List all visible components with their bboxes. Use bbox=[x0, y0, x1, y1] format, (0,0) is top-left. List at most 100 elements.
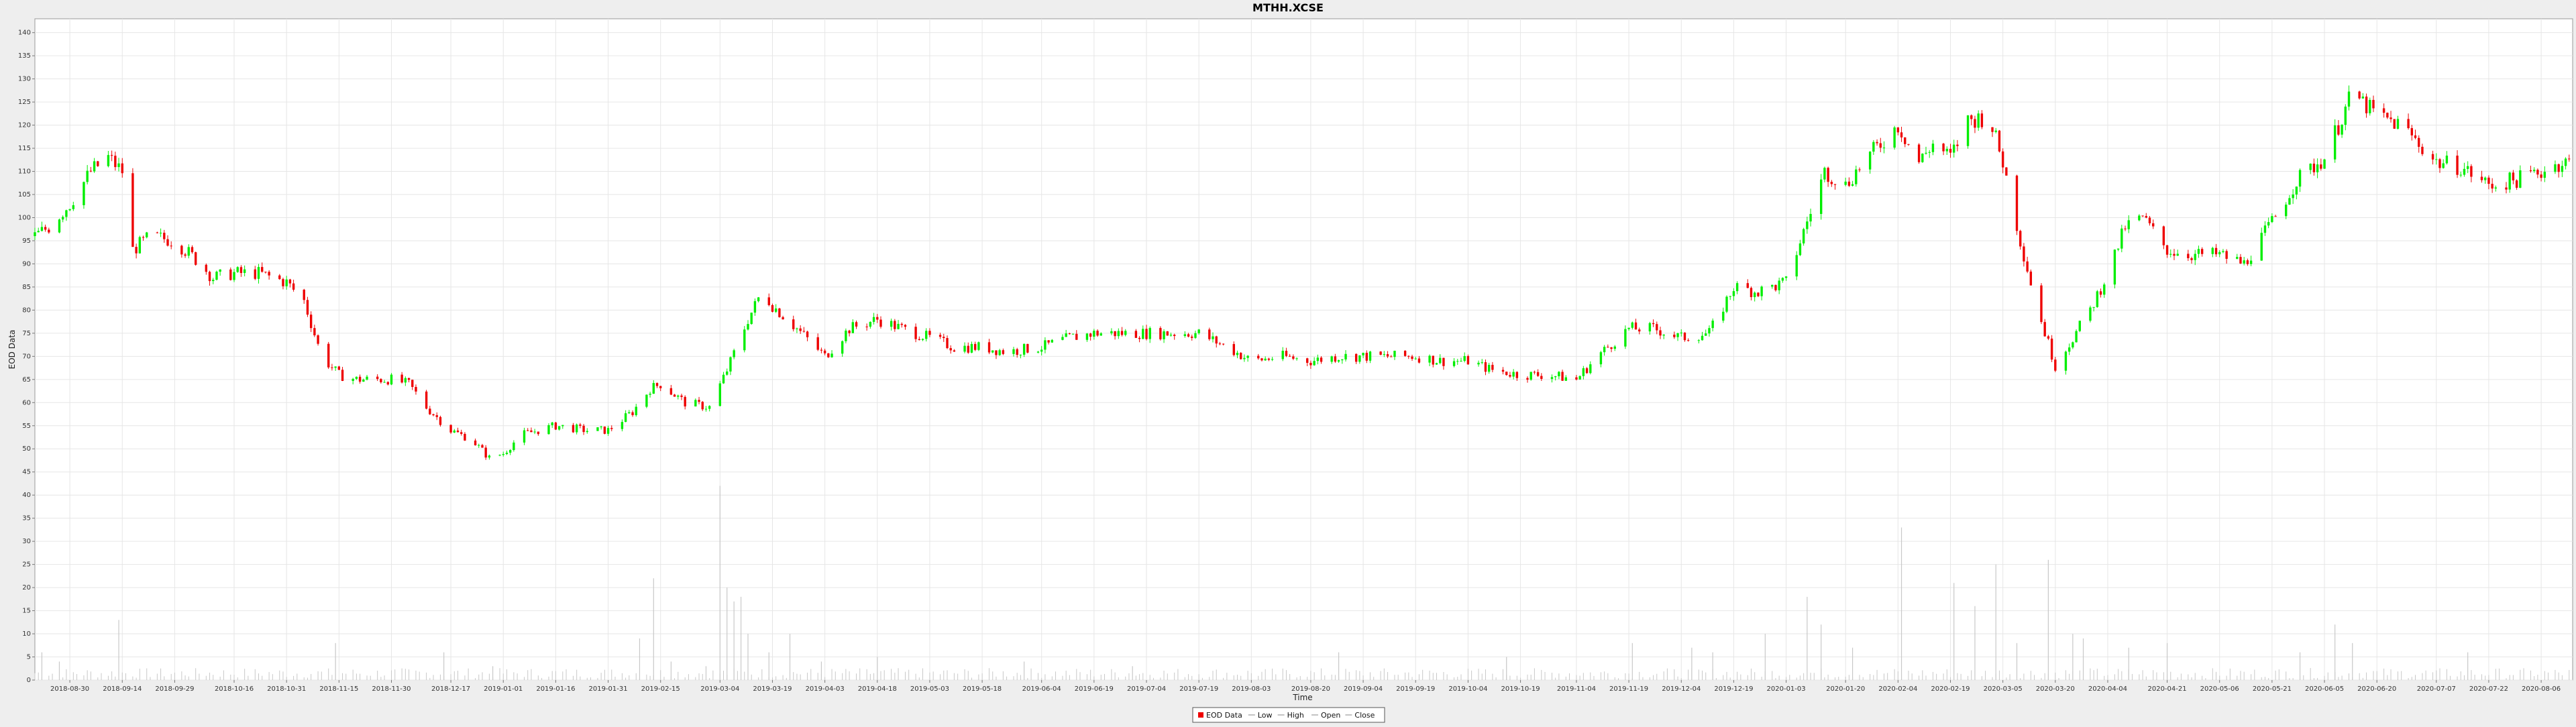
candle bbox=[355, 376, 358, 380]
y-tick-label: 0 bbox=[27, 677, 31, 684]
candle-body bbox=[65, 210, 68, 217]
candle bbox=[1393, 350, 1396, 360]
candle-body bbox=[425, 391, 428, 409]
candle bbox=[313, 325, 316, 337]
candle bbox=[1907, 144, 1910, 146]
candle-body bbox=[2519, 170, 2522, 188]
candle bbox=[2288, 194, 2291, 205]
candle bbox=[1386, 351, 1389, 358]
y-tick-label: 105 bbox=[18, 191, 31, 199]
candle bbox=[2043, 319, 2046, 337]
candle-body bbox=[806, 331, 809, 337]
candle-body bbox=[1512, 372, 1515, 377]
candle bbox=[1680, 329, 1682, 337]
candle bbox=[1847, 177, 1851, 187]
candle bbox=[1806, 217, 1809, 234]
candle-body bbox=[698, 400, 700, 402]
candle bbox=[2410, 125, 2413, 141]
y-tick-label: 130 bbox=[18, 76, 31, 83]
candle-body bbox=[1240, 353, 1242, 359]
candle bbox=[358, 374, 362, 384]
candle-body bbox=[1134, 331, 1138, 338]
candle-body bbox=[823, 350, 826, 353]
candle-body bbox=[830, 353, 833, 357]
candle-body bbox=[2190, 258, 2193, 260]
candle bbox=[1515, 371, 1519, 381]
candle-body bbox=[2099, 291, 2102, 295]
x-tick-label: 2020-06-05 bbox=[2305, 685, 2344, 693]
candle bbox=[841, 340, 844, 357]
candle bbox=[718, 380, 721, 406]
candle-body bbox=[747, 324, 749, 330]
candle bbox=[1925, 146, 1927, 155]
candle-body bbox=[943, 337, 945, 339]
candle bbox=[380, 378, 382, 384]
candle bbox=[2190, 256, 2193, 264]
candle bbox=[2246, 258, 2249, 266]
candle bbox=[1540, 373, 1543, 381]
candle bbox=[1771, 284, 1774, 289]
legend-item: Close bbox=[1345, 711, 1375, 720]
candle bbox=[2138, 214, 2141, 221]
candle-body bbox=[1481, 362, 1483, 364]
candle bbox=[453, 429, 455, 433]
candle-body bbox=[464, 433, 466, 441]
candle-body bbox=[2145, 216, 2147, 218]
x-tick-label: 2020-01-03 bbox=[1767, 685, 1806, 693]
y-tick-label: 115 bbox=[18, 145, 31, 152]
candle bbox=[1945, 146, 1948, 155]
candle-body bbox=[1159, 328, 1162, 339]
candle-body bbox=[876, 317, 879, 320]
y-tick-label: 65 bbox=[22, 376, 31, 384]
candle bbox=[478, 443, 480, 448]
candle-body bbox=[1659, 330, 1662, 336]
candle bbox=[1246, 355, 1249, 362]
candle-body bbox=[2218, 251, 2221, 255]
candle-body bbox=[2152, 223, 2155, 227]
candle-body bbox=[841, 341, 844, 354]
candle-body bbox=[1022, 343, 1026, 355]
candle bbox=[1781, 277, 1784, 283]
candle bbox=[2505, 182, 2508, 194]
candle-body bbox=[1194, 333, 1197, 338]
candle bbox=[827, 353, 830, 358]
candle-body bbox=[1784, 276, 1788, 278]
candle-body bbox=[2456, 156, 2459, 175]
x-tick-label: 2019-01-31 bbox=[588, 685, 627, 693]
candle bbox=[823, 348, 826, 355]
candle bbox=[684, 395, 686, 410]
candle bbox=[449, 424, 452, 435]
x-tick-label: 2018-10-31 bbox=[267, 685, 306, 693]
candle bbox=[1851, 180, 1854, 187]
candle-body bbox=[453, 430, 455, 433]
candle-body bbox=[1925, 152, 1927, 154]
x-tick-label: 2019-09-04 bbox=[1344, 685, 1383, 693]
candle-body bbox=[2532, 170, 2536, 172]
candle bbox=[753, 298, 757, 316]
candle bbox=[288, 278, 292, 288]
candle-body bbox=[1515, 372, 1519, 378]
candle-body bbox=[1411, 356, 1413, 359]
candle-body bbox=[680, 395, 683, 397]
candle-body bbox=[1931, 144, 1935, 152]
candle-body bbox=[704, 408, 708, 410]
y-tick-label: 5 bbox=[27, 654, 31, 661]
candle-body bbox=[1093, 331, 1095, 337]
candle bbox=[1753, 291, 1756, 302]
candle-body bbox=[40, 227, 44, 231]
y-tick-label: 25 bbox=[22, 561, 31, 569]
candle-body bbox=[285, 279, 288, 286]
candle-body bbox=[337, 366, 341, 370]
candle-body bbox=[1163, 331, 1165, 339]
y-tick-label: 60 bbox=[22, 399, 31, 406]
candle-body bbox=[1173, 335, 1176, 337]
candle-body bbox=[380, 379, 382, 382]
candle bbox=[327, 341, 330, 370]
y-tick-label: 135 bbox=[18, 52, 31, 60]
candle-body bbox=[2309, 164, 2312, 170]
legend-box bbox=[1192, 707, 1385, 723]
candle-body bbox=[1232, 343, 1235, 355]
candle-body bbox=[897, 323, 900, 329]
candle-body bbox=[1564, 377, 1567, 381]
candle-body bbox=[163, 233, 166, 239]
